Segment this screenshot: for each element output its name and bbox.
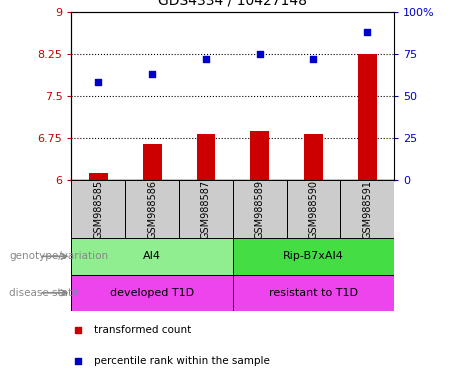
Text: resistant to T1D: resistant to T1D (269, 288, 358, 298)
Point (256, 51, 263, 57)
Bar (71, 238, 233, 275)
Point (95, 79, 102, 86)
Bar (304, 134, 323, 180)
Text: developed T1D: developed T1D (110, 288, 194, 298)
Bar (71, 275, 233, 311)
Bar (233, 180, 287, 238)
Text: GSM988586: GSM988586 (147, 180, 157, 239)
Point (74, 327, 82, 333)
Point (202, 56, 210, 62)
Bar (340, 180, 394, 238)
Point (364, 29, 371, 35)
Text: GSM988591: GSM988591 (362, 180, 372, 239)
Point (148, 71, 156, 77)
Text: disease state: disease state (9, 288, 79, 298)
Text: percentile rank within the sample: percentile rank within the sample (94, 356, 270, 366)
Bar (89, 173, 108, 180)
Text: GSM988590: GSM988590 (308, 180, 319, 239)
Bar (143, 144, 161, 180)
Bar (125, 180, 179, 238)
Bar (233, 238, 394, 275)
Point (310, 56, 317, 62)
Text: Rip-B7xAI4: Rip-B7xAI4 (283, 251, 344, 262)
Bar (233, 275, 394, 311)
Text: genotype/variation: genotype/variation (9, 251, 108, 262)
Text: GSM988585: GSM988585 (93, 180, 103, 239)
Bar (358, 54, 377, 180)
Bar (196, 134, 215, 180)
Text: transformed count: transformed count (94, 325, 191, 335)
Text: AI4: AI4 (143, 251, 161, 262)
Text: GSM988589: GSM988589 (254, 180, 265, 239)
Title: GDS4334 / 10427148: GDS4334 / 10427148 (158, 0, 307, 8)
Point (74, 358, 82, 364)
Text: GSM988587: GSM988587 (201, 180, 211, 239)
Bar (287, 180, 340, 238)
Bar (250, 131, 269, 180)
Bar (179, 180, 233, 238)
Bar (71, 180, 125, 238)
